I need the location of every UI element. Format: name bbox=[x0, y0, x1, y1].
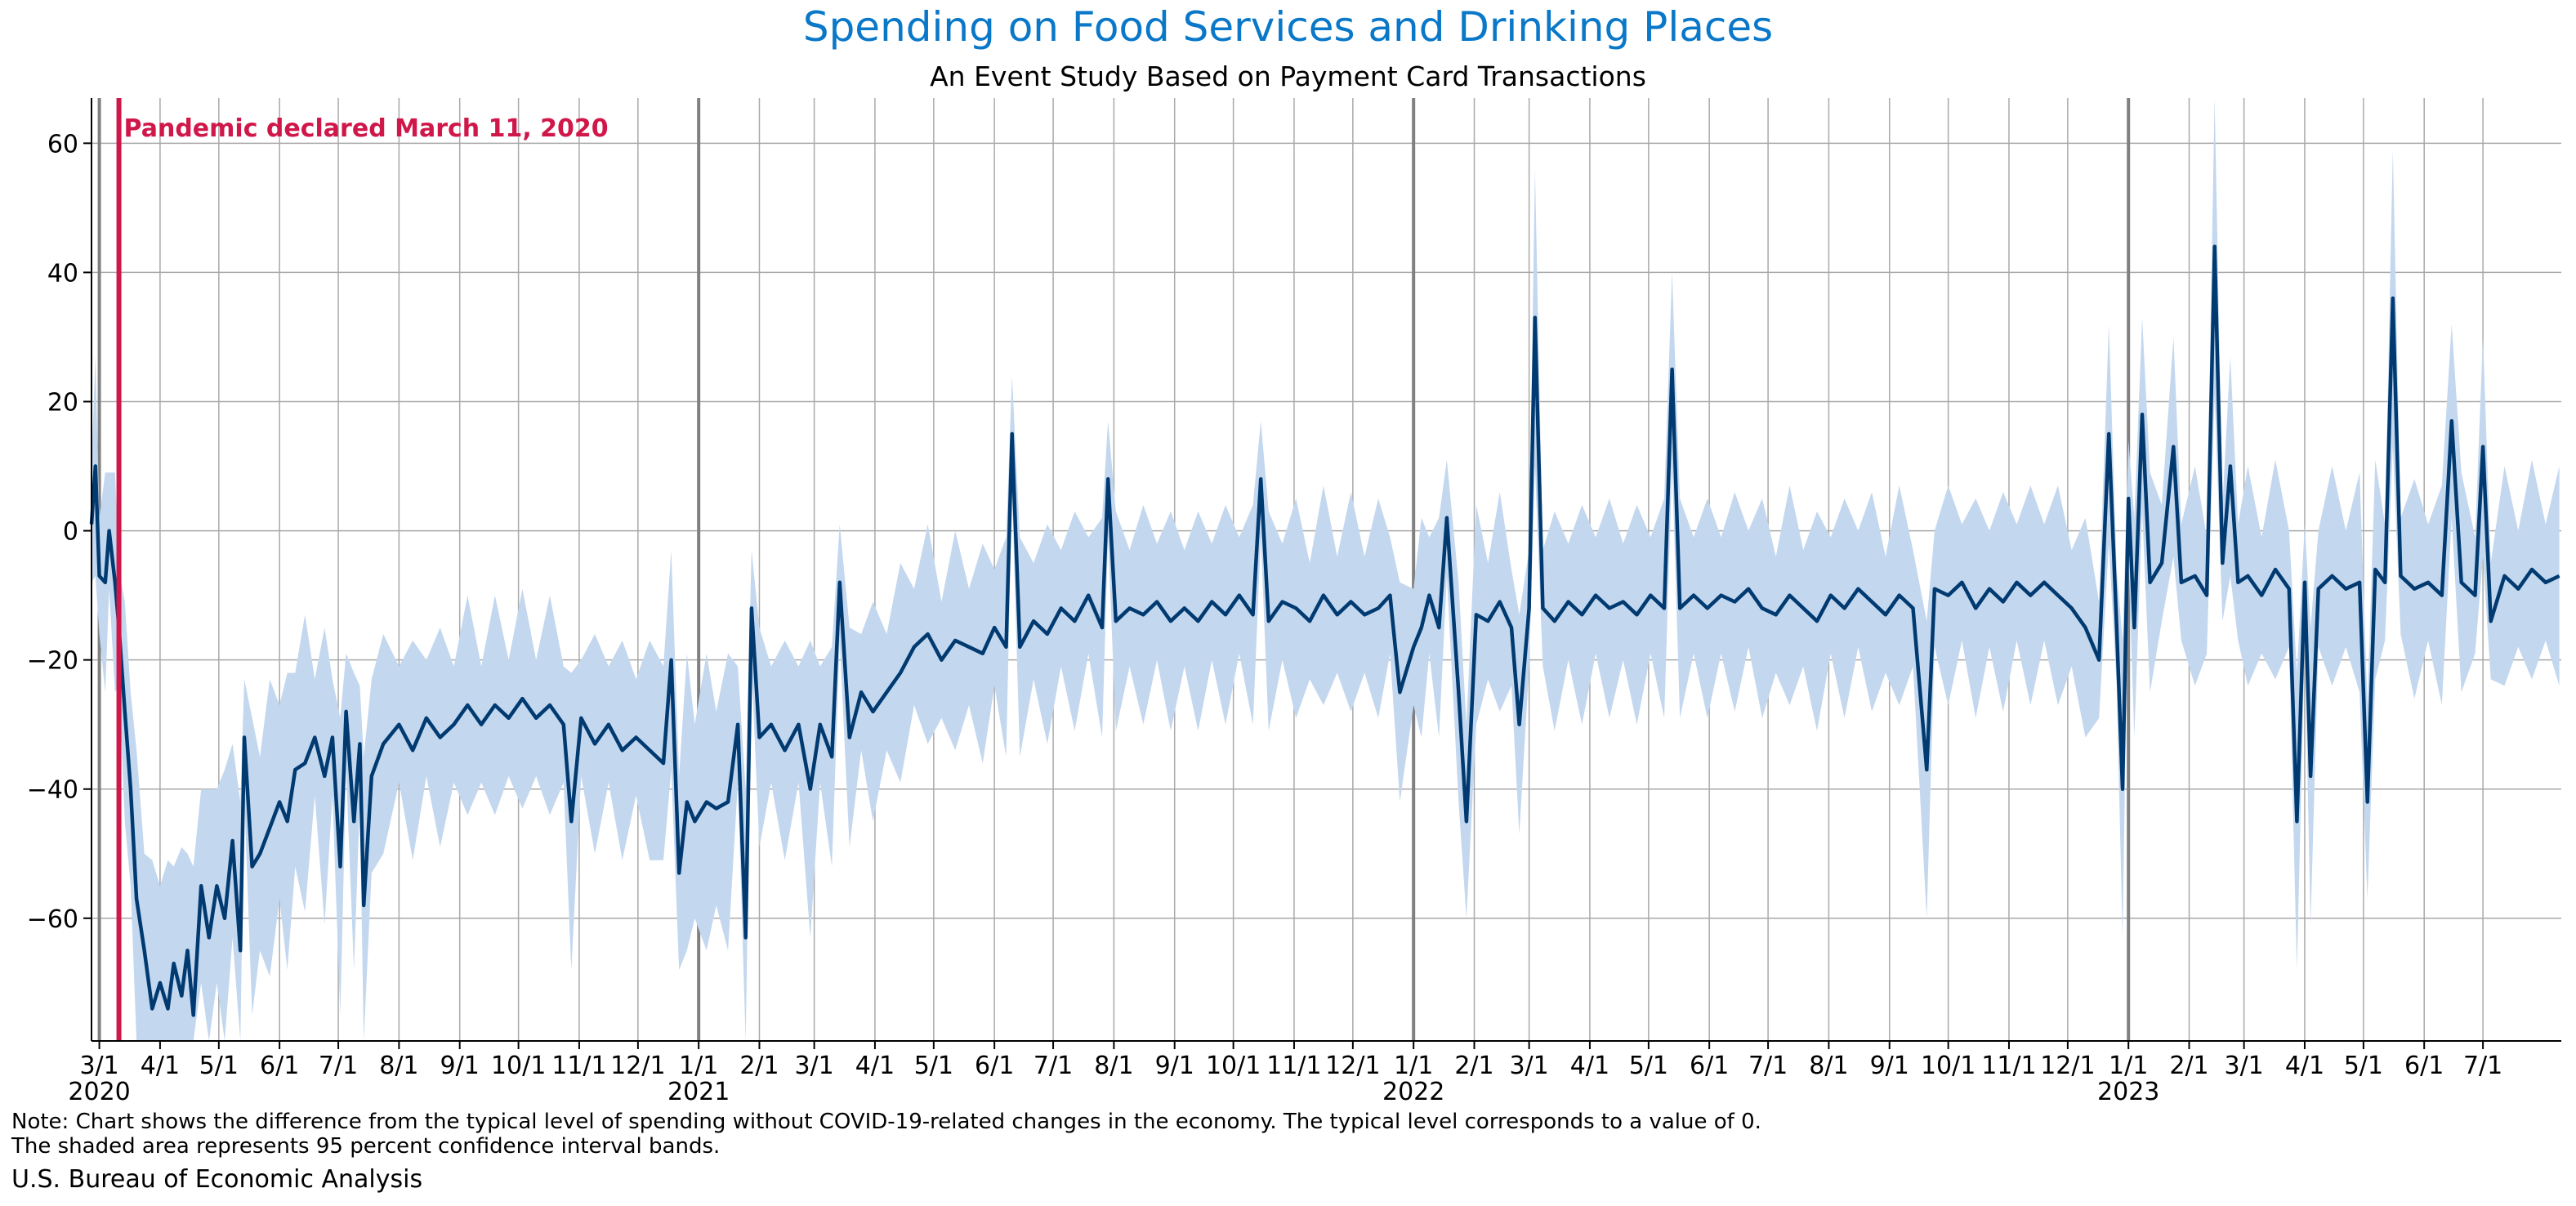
x-year-label: 2020 bbox=[68, 1078, 130, 1106]
x-tick-label: 11/1 bbox=[1266, 1052, 1321, 1080]
x-tick-label: 12/1 bbox=[610, 1052, 665, 1080]
x-tick-label: 11/1 bbox=[551, 1052, 606, 1080]
y-tick-label: −40 bbox=[27, 776, 78, 805]
y-tick-label: 40 bbox=[47, 259, 78, 288]
x-tick-label: 7/1 bbox=[1748, 1052, 1788, 1080]
x-tick-label: 4/1 bbox=[2285, 1052, 2324, 1080]
x-tick-label: 6/1 bbox=[260, 1052, 299, 1080]
x-tick-label: 3/1 bbox=[79, 1052, 118, 1080]
x-tick-label: 7/1 bbox=[1034, 1052, 1073, 1080]
chart-subtitle: An Event Study Based on Payment Card Tra… bbox=[930, 60, 1646, 92]
series-line-layer bbox=[89, 244, 2560, 1017]
x-tick-label: 7/1 bbox=[319, 1052, 358, 1080]
x-tick-label: 2/1 bbox=[1454, 1052, 1493, 1080]
y-tick-label: 60 bbox=[47, 130, 78, 159]
x-tick-label: 1/1 bbox=[1394, 1052, 1433, 1080]
y-tick-label: 0 bbox=[63, 518, 78, 547]
x-tick-label: 4/1 bbox=[1570, 1052, 1609, 1080]
x-tick-label: 3/1 bbox=[794, 1052, 833, 1080]
x-tick-label: 9/1 bbox=[1155, 1052, 1194, 1080]
x-tick-label: 9/1 bbox=[1870, 1052, 1909, 1080]
note-line-2: The shaded area represents 95 percent co… bbox=[11, 1134, 721, 1159]
chart-note: Note: Chart shows the difference from th… bbox=[11, 1110, 1761, 1159]
x-year-label: 2021 bbox=[667, 1078, 730, 1106]
annotation-layer: Pandemic declared March 11, 2020 bbox=[116, 98, 609, 1041]
pandemic-annotation-label: Pandemic declared March 11, 2020 bbox=[124, 114, 609, 143]
x-tick-label: 4/1 bbox=[855, 1052, 895, 1080]
x-tick-label: 3/1 bbox=[2224, 1052, 2263, 1080]
note-line-1: Note: Chart shows the difference from th… bbox=[11, 1110, 1761, 1134]
x-tick-label: 5/1 bbox=[914, 1052, 953, 1080]
x-tick-label: 8/1 bbox=[1094, 1052, 1133, 1080]
x-tick-label: 10/1 bbox=[491, 1052, 546, 1080]
x-tick-label: 9/1 bbox=[440, 1052, 480, 1080]
chart-title: Spending on Food Services and Drinking P… bbox=[802, 3, 1774, 51]
x-tick-label: 10/1 bbox=[1921, 1052, 1976, 1080]
x-tick-label: 5/1 bbox=[1629, 1052, 1668, 1080]
y-tick-label: −60 bbox=[27, 905, 78, 934]
x-tick-label: 5/1 bbox=[199, 1052, 239, 1080]
x-tick-label: 4/1 bbox=[141, 1052, 180, 1080]
spending-series-line bbox=[89, 244, 2560, 1017]
x-tick-label: 6/1 bbox=[1690, 1052, 1729, 1080]
x-tick-label: 12/1 bbox=[2040, 1052, 2095, 1080]
x-tick-label: 6/1 bbox=[975, 1052, 1014, 1080]
x-tick-label: 8/1 bbox=[379, 1052, 418, 1080]
x-tick-label: 1/1 bbox=[2109, 1052, 2148, 1080]
x-tick-label: 12/1 bbox=[1325, 1052, 1380, 1080]
x-tick-label: 11/1 bbox=[1981, 1052, 2036, 1080]
x-tick-label: 2/1 bbox=[739, 1052, 779, 1080]
x-tick-label: 10/1 bbox=[1206, 1052, 1261, 1080]
x-tick-label: 5/1 bbox=[2344, 1052, 2383, 1080]
x-tick-label: 2/1 bbox=[2169, 1052, 2208, 1080]
source-credit: U.S. Bureau of Economic Analysis bbox=[11, 1165, 423, 1194]
x-tick-label: 7/1 bbox=[2463, 1052, 2502, 1080]
y-tick-label: −20 bbox=[27, 647, 78, 676]
x-tick-label: 8/1 bbox=[1809, 1052, 1848, 1080]
x-tick-label: 6/1 bbox=[2404, 1052, 2444, 1080]
x-year-label: 2022 bbox=[1382, 1078, 1444, 1106]
x-tick-label: 3/1 bbox=[1509, 1052, 1548, 1080]
y-tick-label: 20 bbox=[47, 388, 78, 417]
x-year-label: 2023 bbox=[2097, 1078, 2159, 1106]
x-tick-label: 1/1 bbox=[679, 1052, 718, 1080]
